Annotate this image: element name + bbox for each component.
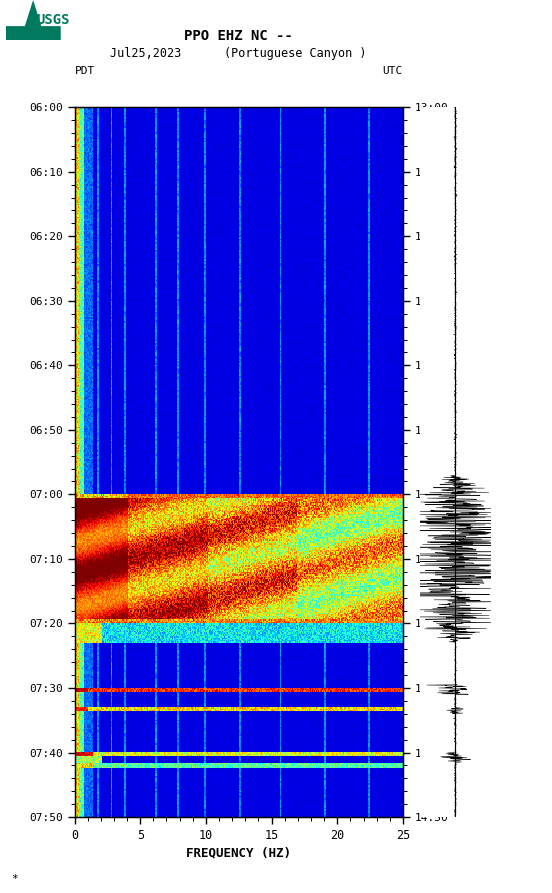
Text: PDT: PDT: [75, 66, 95, 77]
Text: USGS: USGS: [36, 13, 70, 27]
Text: PPO EHZ NC --: PPO EHZ NC --: [184, 29, 293, 43]
Text: *: *: [11, 874, 18, 884]
Text: Jul25,2023      (Portuguese Canyon ): Jul25,2023 (Portuguese Canyon ): [110, 47, 367, 60]
Polygon shape: [6, 0, 61, 40]
Text: UTC: UTC: [383, 66, 403, 77]
X-axis label: FREQUENCY (HZ): FREQUENCY (HZ): [186, 846, 291, 859]
